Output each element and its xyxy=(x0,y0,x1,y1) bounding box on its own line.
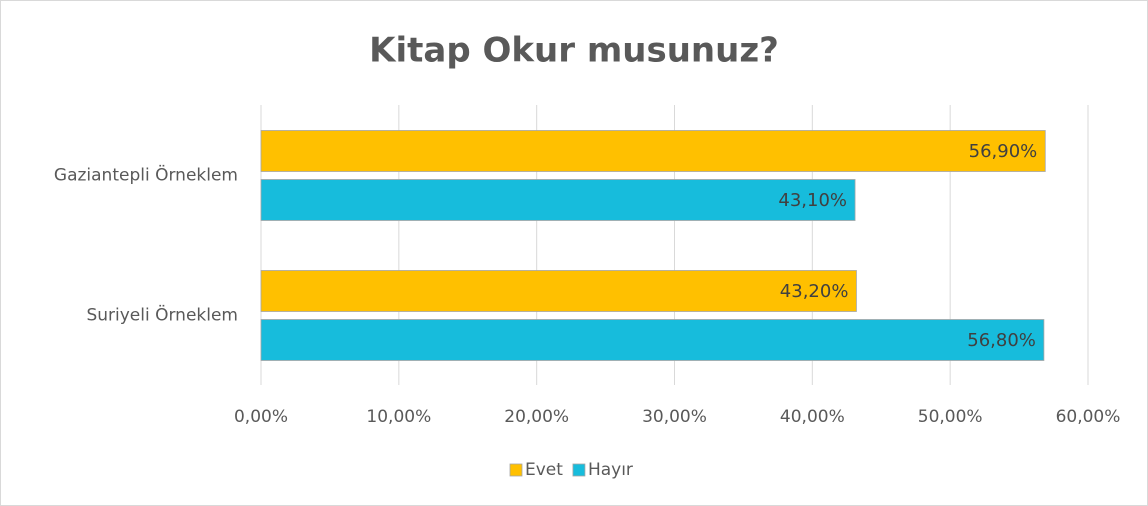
bar xyxy=(260,179,856,221)
x-tick-label: 40,00% xyxy=(780,407,845,427)
x-tick-label: 10,00% xyxy=(366,407,431,427)
x-tick-label: 0,00% xyxy=(234,407,288,427)
x-tick-label: 50,00% xyxy=(918,407,983,427)
bar xyxy=(260,130,1046,172)
chart-title: Kitap Okur musunuz? xyxy=(369,31,779,71)
bar xyxy=(260,270,857,312)
legend-swatch xyxy=(572,463,586,477)
value-label: 43,20% xyxy=(780,281,849,302)
value-label: 56,80% xyxy=(967,330,1036,351)
legend-swatch xyxy=(509,463,523,477)
legend-label: Evet xyxy=(525,460,563,480)
value-label: 56,90% xyxy=(969,141,1038,162)
value-label: 43,10% xyxy=(778,190,847,211)
x-tick-label: 60,00% xyxy=(1056,407,1121,427)
x-tick-label: 30,00% xyxy=(642,407,707,427)
x-tick-label: 20,00% xyxy=(504,407,569,427)
category-label: Suriyeli Örneklem xyxy=(86,304,238,326)
category-label: Gaziantepli Örneklem xyxy=(54,164,238,186)
legend-label: Hayır xyxy=(588,460,633,480)
bar xyxy=(260,319,1045,361)
